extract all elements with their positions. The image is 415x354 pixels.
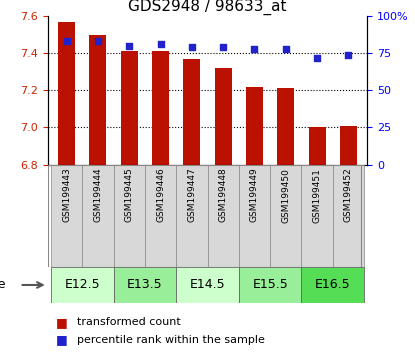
Point [157, 41, 164, 47]
Text: GSM199447: GSM199447 [187, 168, 196, 222]
Bar [152, 51, 169, 165]
Bar [145, 165, 176, 267]
Bar [333, 165, 364, 267]
Text: E16.5: E16.5 [315, 279, 351, 291]
Text: GSM199446: GSM199446 [156, 168, 165, 222]
Bar [340, 126, 357, 165]
Text: age: age [0, 279, 6, 291]
Point [95, 38, 101, 44]
Point [345, 52, 352, 57]
Text: percentile rank within the sample: percentile rank within the sample [77, 335, 265, 345]
Bar [246, 86, 263, 165]
Text: transformed count: transformed count [77, 317, 181, 327]
Bar [183, 59, 200, 165]
Bar [82, 165, 114, 267]
Text: GSM199451: GSM199451 [312, 168, 322, 223]
Bar [176, 165, 208, 267]
Text: GSM199445: GSM199445 [124, 168, 134, 222]
Point [63, 38, 70, 44]
Text: GSM199443: GSM199443 [62, 168, 71, 222]
Text: E12.5: E12.5 [64, 279, 100, 291]
Bar [239, 165, 270, 267]
Text: ■: ■ [56, 316, 68, 329]
Title: GDS2948 / 98633_at: GDS2948 / 98633_at [128, 0, 287, 15]
Text: GSM199448: GSM199448 [219, 168, 228, 222]
Bar [176, 267, 239, 303]
Bar [114, 267, 176, 303]
Text: GSM199452: GSM199452 [344, 168, 353, 222]
Bar [114, 165, 145, 267]
Text: GSM199450: GSM199450 [281, 168, 290, 223]
Text: E15.5: E15.5 [252, 279, 288, 291]
Bar [51, 165, 82, 267]
Bar [89, 34, 107, 165]
Bar [301, 267, 364, 303]
Point [220, 44, 227, 50]
Bar [121, 51, 138, 165]
Bar [301, 165, 333, 267]
Point [188, 44, 195, 50]
Text: ■: ■ [56, 333, 68, 346]
Point [126, 43, 132, 48]
Bar [270, 165, 301, 267]
Text: E13.5: E13.5 [127, 279, 163, 291]
Bar [277, 88, 294, 165]
Text: E14.5: E14.5 [190, 279, 225, 291]
Bar [308, 127, 326, 165]
Bar [51, 267, 114, 303]
Bar [239, 267, 301, 303]
Text: GSM199449: GSM199449 [250, 168, 259, 222]
Bar [208, 165, 239, 267]
Point [314, 55, 320, 61]
Text: GSM199444: GSM199444 [93, 168, 103, 222]
Bar [215, 68, 232, 165]
Bar [58, 22, 75, 165]
Point [283, 46, 289, 51]
Point [251, 46, 258, 51]
